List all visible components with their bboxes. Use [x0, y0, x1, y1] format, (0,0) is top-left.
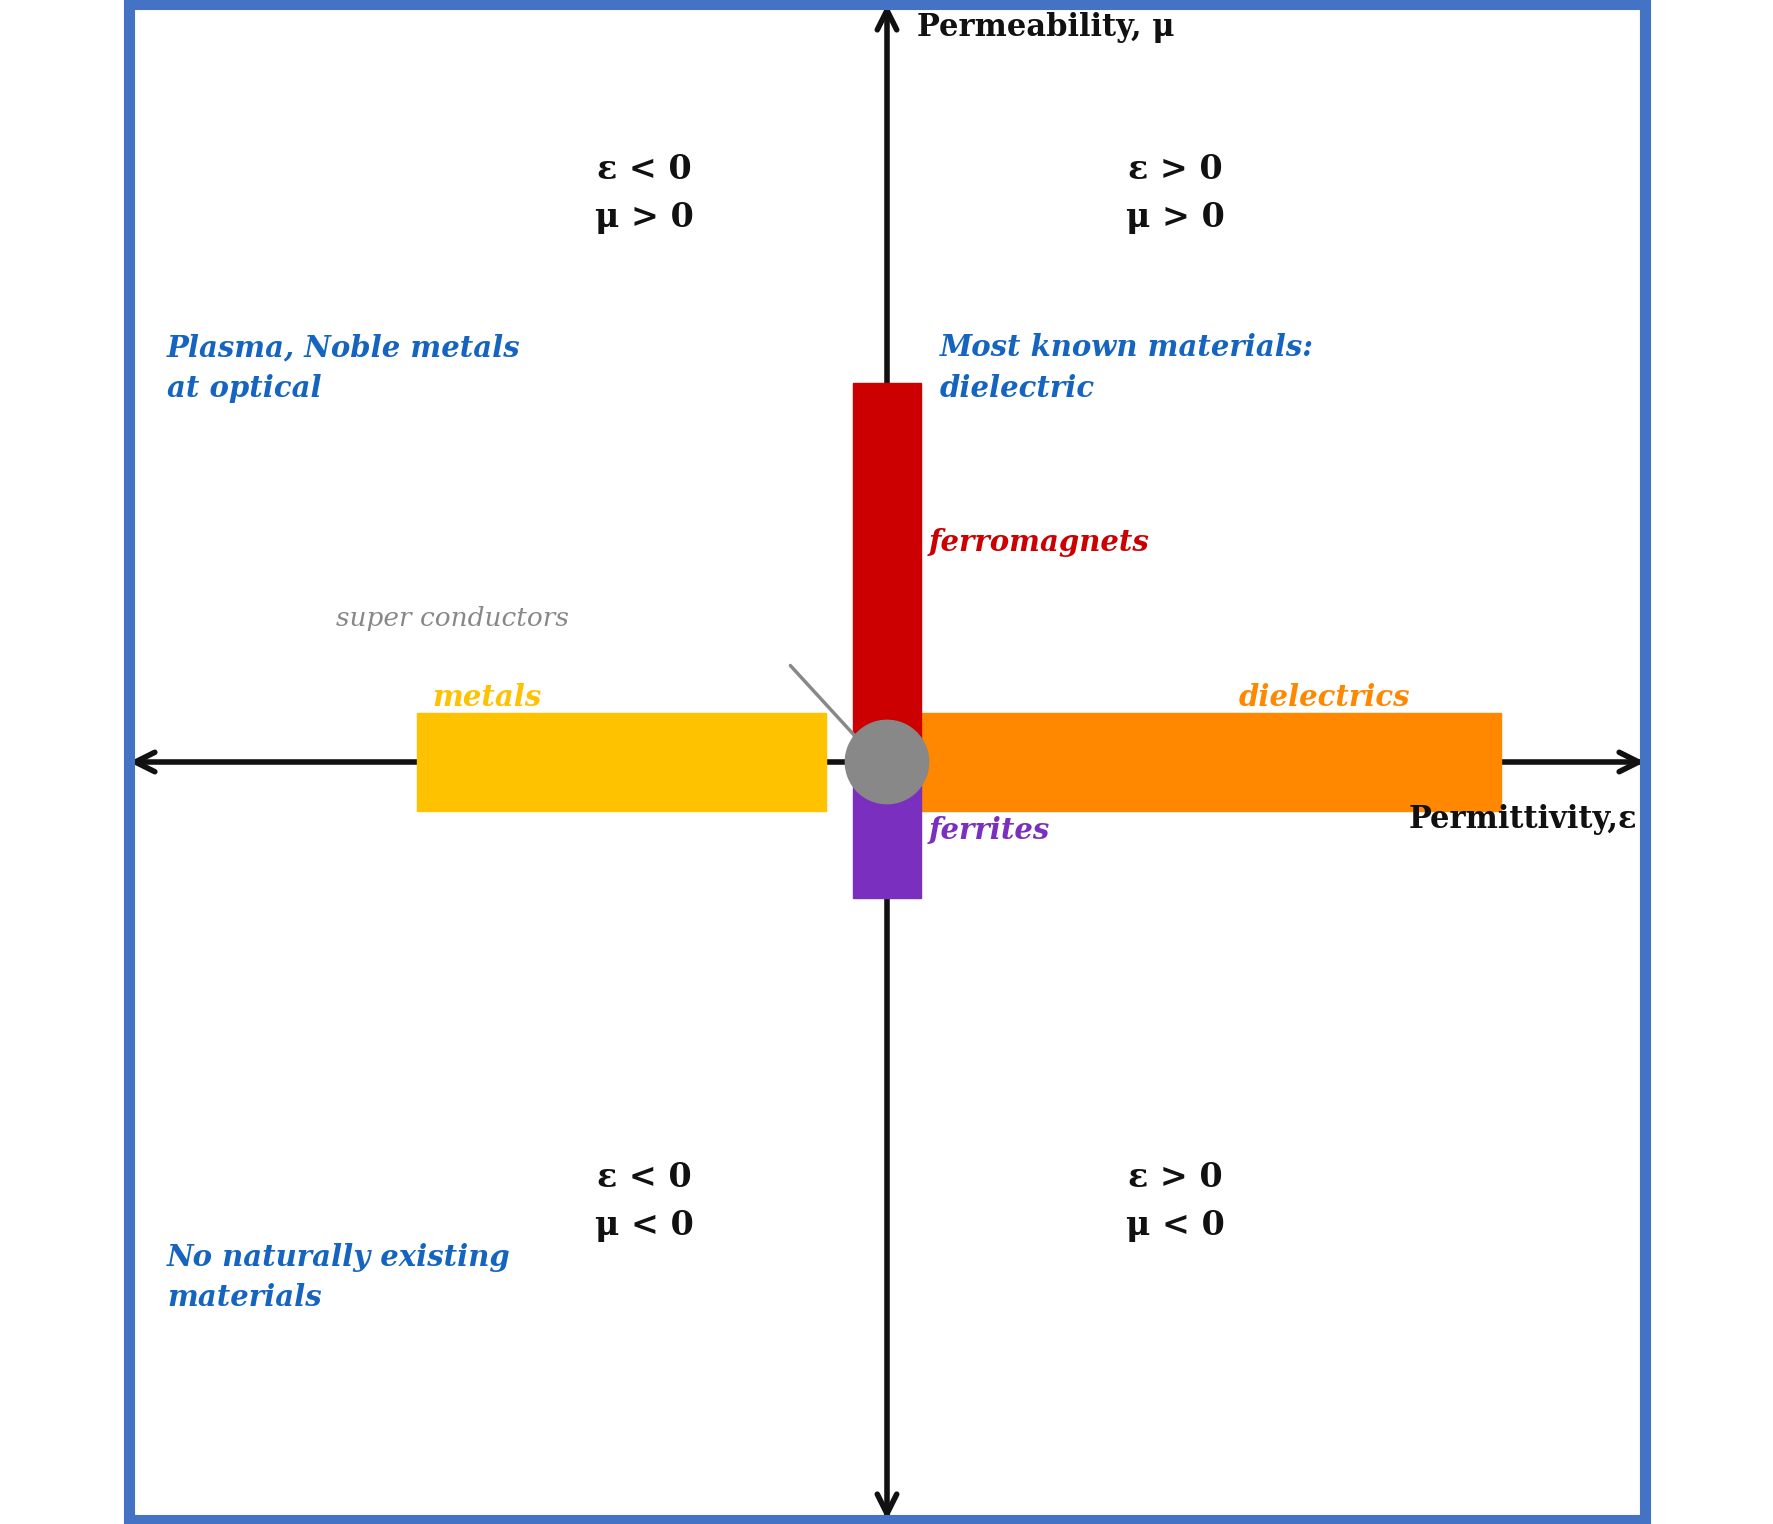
Text: dielectrics: dielectrics: [1238, 683, 1410, 712]
Text: No naturally existing
materials: No naturally existing materials: [167, 1242, 511, 1312]
Text: ferrites: ferrites: [927, 815, 1050, 844]
Text: ε < 0
μ > 0: ε < 0 μ > 0: [594, 152, 693, 235]
Text: ferromagnets: ferromagnets: [927, 527, 1149, 556]
Bar: [417, 713, 826, 811]
Text: Most known materials:
dielectric: Most known materials: dielectric: [940, 334, 1314, 402]
Text: ε > 0
μ < 0: ε > 0 μ < 0: [1124, 1161, 1223, 1242]
Bar: [853, 383, 920, 762]
Text: Permeability, μ: Permeability, μ: [917, 12, 1174, 43]
Text: super conductors: super conductors: [335, 605, 569, 631]
Bar: [910, 713, 1500, 811]
Text: Permittivity,ε: Permittivity,ε: [1408, 803, 1636, 835]
Bar: [853, 762, 920, 899]
Text: ε < 0
μ < 0: ε < 0 μ < 0: [594, 1161, 693, 1242]
Circle shape: [846, 721, 927, 803]
Text: ε > 0
μ > 0: ε > 0 μ > 0: [1124, 152, 1223, 235]
Text: metals: metals: [433, 683, 541, 712]
Text: Plasma, Noble metals
at optical: Plasma, Noble metals at optical: [167, 334, 521, 402]
